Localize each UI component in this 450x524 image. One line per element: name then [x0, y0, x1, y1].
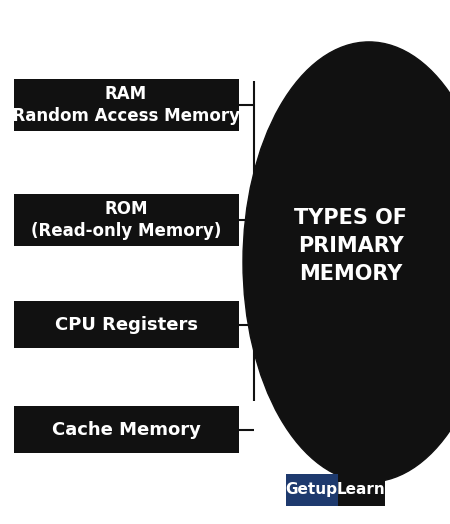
FancyBboxPatch shape	[14, 406, 238, 453]
FancyBboxPatch shape	[14, 79, 238, 131]
Text: RAM
(Random Access Memory): RAM (Random Access Memory)	[5, 85, 247, 125]
Text: Cache Memory: Cache Memory	[52, 421, 200, 439]
FancyBboxPatch shape	[14, 301, 238, 348]
Text: ROM
(Read-only Memory): ROM (Read-only Memory)	[31, 200, 221, 240]
Text: TYPES OF
PRIMARY
MEMORY: TYPES OF PRIMARY MEMORY	[294, 208, 408, 285]
FancyBboxPatch shape	[338, 474, 385, 506]
FancyBboxPatch shape	[14, 194, 238, 246]
Text: CPU Registers: CPU Registers	[54, 316, 198, 334]
Text: Getup: Getup	[286, 483, 338, 497]
Text: Learn: Learn	[337, 483, 386, 497]
FancyBboxPatch shape	[286, 474, 338, 506]
Ellipse shape	[243, 42, 450, 482]
